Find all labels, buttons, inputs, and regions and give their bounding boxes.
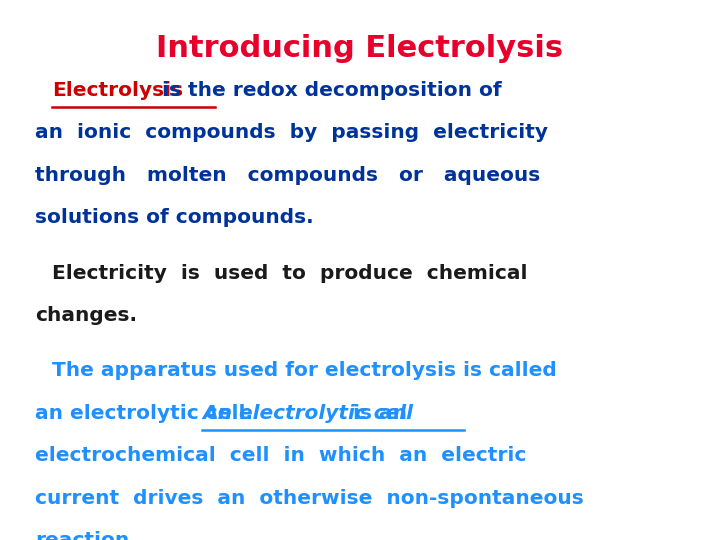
Text: an electrolytic cell.: an electrolytic cell. [35, 404, 253, 423]
Text: is the redox decomposition of: is the redox decomposition of [155, 81, 501, 100]
Text: through   molten   compounds   or   aqueous: through molten compounds or aqueous [35, 166, 541, 185]
Text: changes.: changes. [35, 306, 137, 325]
Text: Electrolysis: Electrolysis [53, 81, 184, 100]
Text: reaction.: reaction. [35, 531, 137, 540]
Text: The apparatus used for electrolysis is called: The apparatus used for electrolysis is c… [53, 361, 557, 380]
Text: current  drives  an  otherwise  non-spontaneous: current drives an otherwise non-spontane… [35, 489, 584, 508]
Text: Electricity  is  used  to  produce  chemical: Electricity is used to produce chemical [53, 264, 528, 282]
Text: solutions of compounds.: solutions of compounds. [35, 208, 314, 227]
Text: an  ionic  compounds  by  passing  electricity: an ionic compounds by passing electricit… [35, 123, 548, 143]
Text: is an: is an [353, 404, 407, 423]
Text: Introducing Electrolysis: Introducing Electrolysis [156, 34, 564, 63]
Text: An electrolytic cell: An electrolytic cell [202, 404, 413, 423]
Text: electrochemical  cell  in  which  an  electric: electrochemical cell in which an electri… [35, 447, 526, 465]
